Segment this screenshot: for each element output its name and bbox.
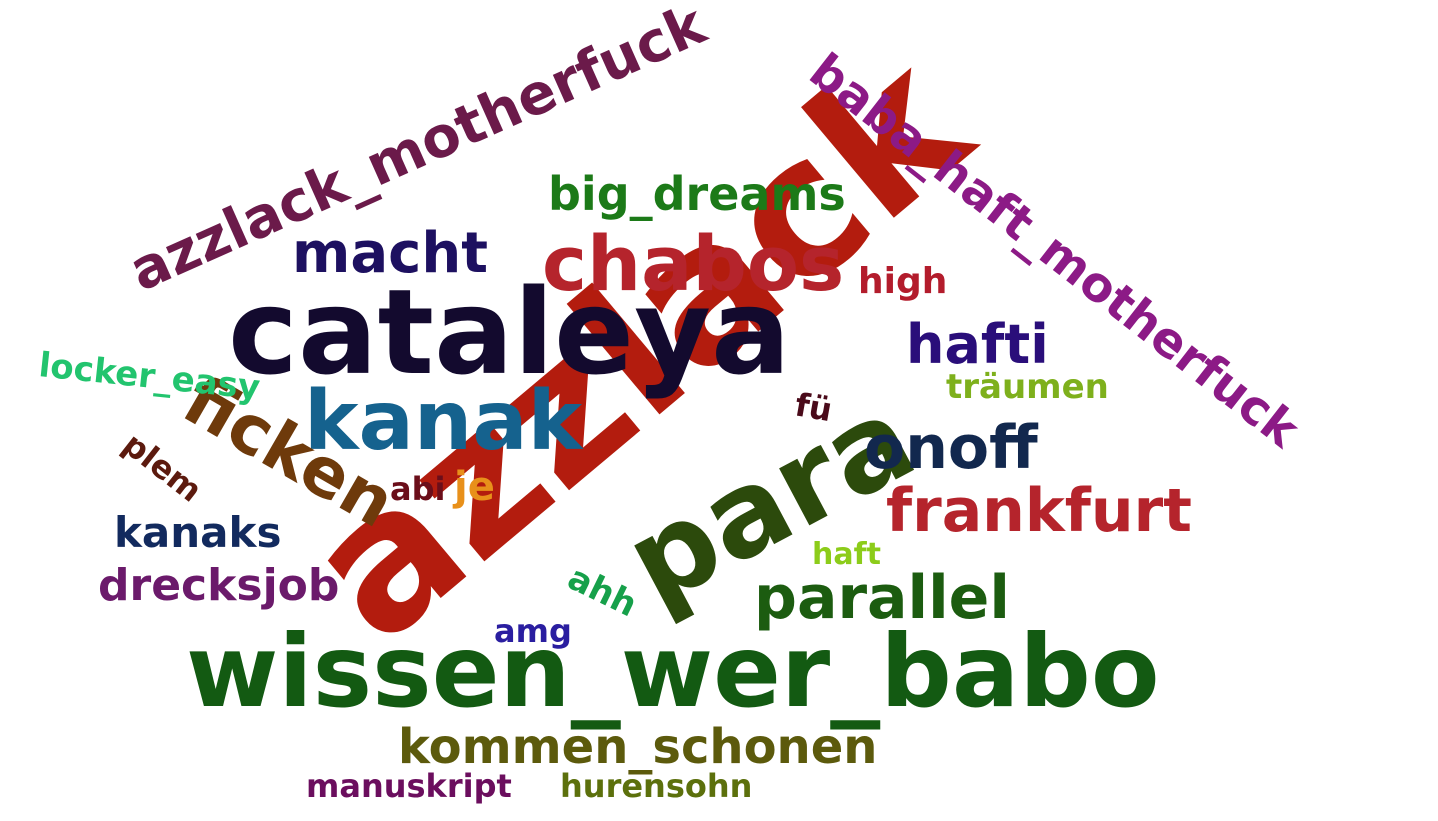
- word-hurensohn: hurensohn: [560, 767, 753, 806]
- word-je: je: [454, 463, 495, 510]
- word-parallel: parallel: [754, 563, 1010, 634]
- word-big-dreams: big_dreams: [548, 167, 846, 222]
- word-fu: fü: [792, 385, 836, 430]
- word-manuskript: manuskript: [306, 767, 512, 806]
- word-kommen-schonen: kommen_schonen: [398, 718, 878, 775]
- word-frankfurt: frankfurt: [886, 476, 1192, 547]
- word-drecksjob: drecksjob: [98, 559, 340, 611]
- word-hafti: hafti: [906, 312, 1049, 376]
- word-cataleya: cataleya: [228, 262, 791, 401]
- word-macht: macht: [292, 221, 488, 287]
- word-wissen-wer-babo: wissen_wer_babo: [186, 613, 1160, 730]
- word-abi: abi: [390, 470, 446, 509]
- word-kanak: kanak: [304, 374, 583, 470]
- word-amg: amg: [494, 612, 572, 651]
- word-onoff: onoff: [864, 413, 1038, 484]
- word-high: high: [858, 260, 948, 302]
- word-kanaks: kanaks: [114, 508, 282, 558]
- word-chabos: chabos: [542, 218, 845, 308]
- word-traeumen: träumen: [946, 367, 1109, 408]
- word-haft: haft: [812, 536, 881, 572]
